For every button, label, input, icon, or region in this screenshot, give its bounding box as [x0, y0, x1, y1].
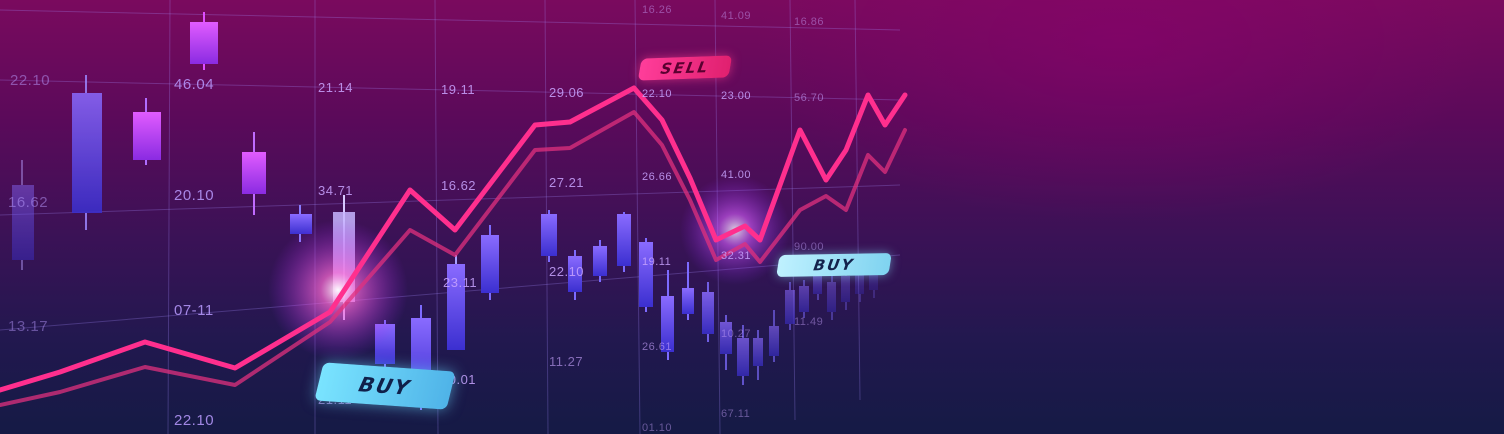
price-label: 27.21: [549, 175, 585, 190]
price-label: 22.10: [10, 72, 51, 89]
price-label: 19.11: [441, 82, 476, 97]
price-label: 11.49: [794, 316, 824, 328]
price-label: 26.66: [642, 171, 673, 183]
price-label: 01.10: [642, 422, 673, 434]
price-label: 29.06: [549, 85, 585, 100]
price-label: 67.11: [721, 408, 751, 420]
price-label: 22.10: [174, 412, 215, 429]
price-label: 22.10: [642, 88, 673, 100]
price-label: 46.04: [174, 76, 215, 93]
price-label: 56.70: [794, 92, 825, 104]
trend-lines: [0, 85, 908, 407]
price-label: 16.26: [642, 4, 673, 16]
price-label: 10.27: [721, 328, 752, 340]
price-label: 13.17: [8, 318, 49, 335]
price-label: 23.00: [721, 90, 752, 102]
price-label: 34.71: [318, 183, 354, 198]
price-label: 32.31: [721, 250, 752, 262]
price-label: 90.00: [794, 241, 825, 253]
price-label: 07-11: [174, 302, 214, 319]
price-label: 21.14: [318, 80, 354, 95]
buy-tag-right: BUY: [776, 253, 892, 277]
glow-left: [268, 220, 408, 360]
price-label: 16.62: [441, 178, 477, 193]
price-label: 19.11: [642, 256, 672, 268]
price-label: 16.62: [8, 194, 49, 211]
price-label: 26.61: [642, 341, 673, 353]
sell-tag: SELL: [637, 55, 733, 81]
price-label: 22.10: [549, 264, 585, 279]
price-label: 23.11: [443, 275, 478, 290]
price-label: 41.09: [721, 10, 752, 22]
price-label: 41.00: [721, 169, 752, 181]
price-label: 20.10: [174, 187, 215, 204]
price-label: 16.86: [794, 16, 825, 28]
price-label: 11.27: [549, 354, 584, 369]
